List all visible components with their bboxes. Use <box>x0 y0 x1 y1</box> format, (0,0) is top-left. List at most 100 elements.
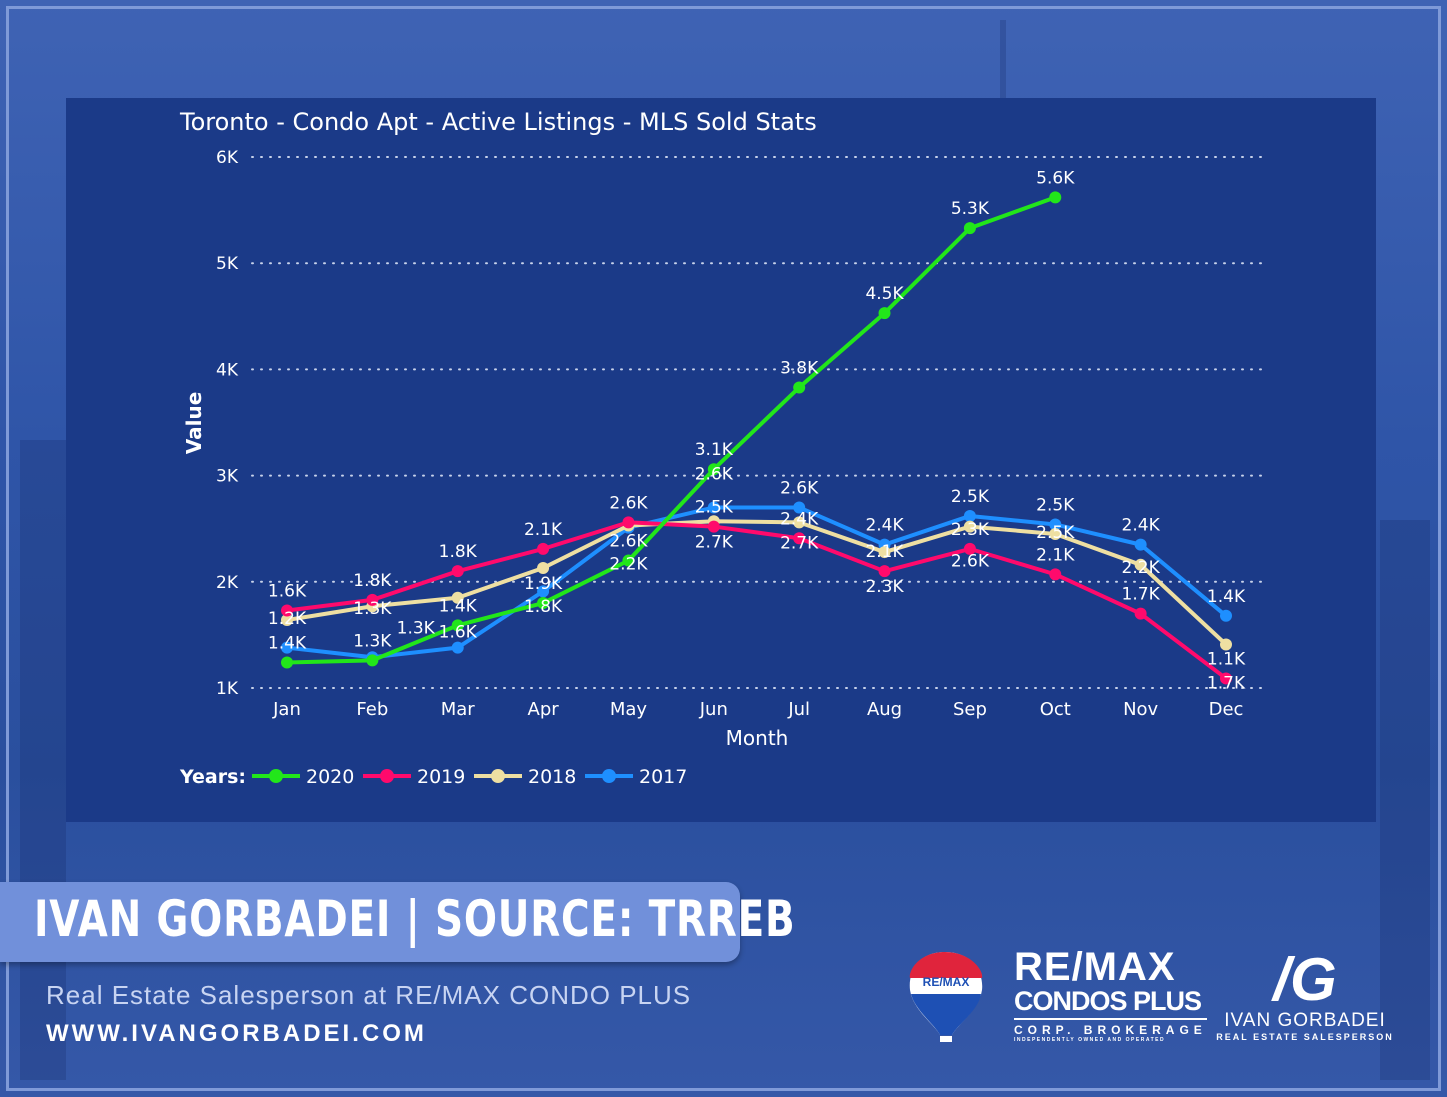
x-tick-label: Feb <box>356 699 388 720</box>
chart-title: Toronto - Condo Apt - Active Listings - … <box>179 108 817 136</box>
agent-name: IVAN GORBADEI <box>1224 1010 1386 1031</box>
data-point-2020 <box>451 619 464 632</box>
data-label-2020: 5.6K <box>1036 168 1075 188</box>
legend-marker-2019 <box>380 769 394 783</box>
data-label-2019: 2.3K <box>951 520 990 540</box>
data-point-2018 <box>1049 528 1062 541</box>
brokerage-tagline: INDEPENDENTLY OWNED AND OPERATED <box>1014 1037 1166 1043</box>
x-tick-label: Nov <box>1123 699 1158 720</box>
data-point-2020 <box>1049 191 1062 204</box>
data-label-2018: 2.2K <box>1122 558 1161 578</box>
data-point-2017 <box>281 641 293 654</box>
website-link[interactable]: WWW.IVANGORBADEI.COM <box>46 1020 427 1047</box>
data-label-2020: 1.4K <box>439 596 478 616</box>
data-label-2019: 2.1K <box>1036 545 1075 565</box>
data-point-2019 <box>878 565 891 578</box>
data-point-2018 <box>1134 558 1147 571</box>
source-banner: IVAN GORBADEI | SOURCE: TRREB <box>0 882 795 962</box>
x-tick-label: Oct <box>1040 699 1071 720</box>
y-tick-label: 1K <box>216 679 239 699</box>
series-line-2017 <box>286 505 1228 660</box>
data-label-2020: 5.3K <box>951 199 990 219</box>
agent-logo: /G IVAN GORBADEI REAL ESTATE SALESPERSON <box>1214 950 1396 1043</box>
y-tick-label: 6K <box>216 148 239 168</box>
y-tick-label: 3K <box>216 467 239 487</box>
data-point-2017 <box>1220 609 1232 622</box>
data-label-2017: 2.4K <box>865 516 904 536</box>
data-label-2018: 1.8K <box>524 597 563 617</box>
data-label-2019: 1.8K <box>439 542 478 562</box>
data-point-2019 <box>451 565 464 578</box>
data-point-2019 <box>1134 607 1147 620</box>
data-label-2017: 2.6K <box>780 478 819 498</box>
data-point-2019 <box>1049 568 1062 581</box>
legend-label-2020: 2020 <box>306 766 354 788</box>
data-point-2018 <box>451 591 464 604</box>
data-label-2020: 1.9K <box>524 574 563 594</box>
data-point-2019 <box>366 593 379 606</box>
data-label-2018: 1.6K <box>439 623 478 643</box>
data-point-2020 <box>622 554 635 567</box>
x-tick-label: Apr <box>528 699 560 720</box>
data-label-2018: 2.5K <box>1036 523 1075 543</box>
data-point-2019 <box>963 542 976 555</box>
data-point-2017 <box>963 509 976 522</box>
x-tick-label: Jan <box>272 699 301 720</box>
tower-silhouette <box>1000 20 1006 100</box>
y-tick-label: 5K <box>216 254 239 274</box>
series-line-2018 <box>286 519 1228 646</box>
data-point-2020 <box>281 656 293 669</box>
data-label-2017: 2.5K <box>1036 495 1075 515</box>
data-point-2020 <box>793 381 806 394</box>
data-label-2017: 1.3K <box>397 619 436 639</box>
legend-title: Years: <box>179 766 246 788</box>
data-label-2018: 2.6K <box>951 552 990 572</box>
x-tick-label: Sep <box>953 699 987 720</box>
data-point-2019 <box>793 532 806 545</box>
data-point-2019 <box>281 604 293 617</box>
data-label-2020: 3.1K <box>695 440 734 460</box>
data-point-2019 <box>707 520 720 533</box>
data-label-2019: 2.6K <box>609 493 648 513</box>
data-label-2018: 2.7K <box>780 533 819 553</box>
data-point-2018 <box>537 561 550 574</box>
data-point-2017 <box>793 501 806 514</box>
data-label-2019: 2.5K <box>695 498 734 518</box>
data-point-2019 <box>622 516 635 529</box>
data-label-2020: 1.4K <box>268 634 307 654</box>
legend-marker-2018 <box>491 769 505 783</box>
data-label-2018: 1.2K <box>268 609 307 629</box>
banner-text: IVAN GORBADEI | SOURCE: TRREB <box>34 890 796 948</box>
agent-subtitle: Real Estate Salesperson at RE/MAX CONDO … <box>46 980 692 1010</box>
data-point-2019 <box>537 542 550 555</box>
series-line-2019 <box>286 520 1228 681</box>
data-point-2018 <box>281 614 293 627</box>
building-silhouette <box>1380 520 1430 1080</box>
data-label-2019: 1.1K <box>1207 649 1246 669</box>
data-label-2017: 2.6K <box>695 464 734 484</box>
data-point-2017 <box>451 641 464 654</box>
data-point-2020 <box>366 654 379 667</box>
x-tick-label: May <box>610 699 648 720</box>
data-label-2020: 4.5K <box>865 284 904 304</box>
data-point-2020 <box>707 463 720 476</box>
series-line-2020 <box>286 195 1056 665</box>
y-axis-title: Value <box>182 392 206 455</box>
data-label-2017: 1.4K <box>1207 587 1246 607</box>
x-tick-label: Mar <box>441 699 476 720</box>
building-silhouette <box>20 440 66 1080</box>
x-axis-title: Month <box>726 726 789 750</box>
legend-label-2018: 2018 <box>528 766 576 788</box>
data-point-2017 <box>1049 518 1062 531</box>
data-label-2018: 2.7K <box>695 532 734 552</box>
data-label-2018: 1.3K <box>353 599 392 619</box>
agent-title: REAL ESTATE SALESPERSON <box>1216 1032 1394 1042</box>
data-point-2020 <box>537 597 550 610</box>
data-point-2018 <box>793 516 806 529</box>
data-point-2017 <box>537 585 550 598</box>
data-point-2018 <box>1220 638 1232 651</box>
x-tick-label: Dec <box>1209 699 1244 720</box>
data-point-2018 <box>878 546 891 559</box>
data-label-2020: 2.6K <box>609 532 648 552</box>
